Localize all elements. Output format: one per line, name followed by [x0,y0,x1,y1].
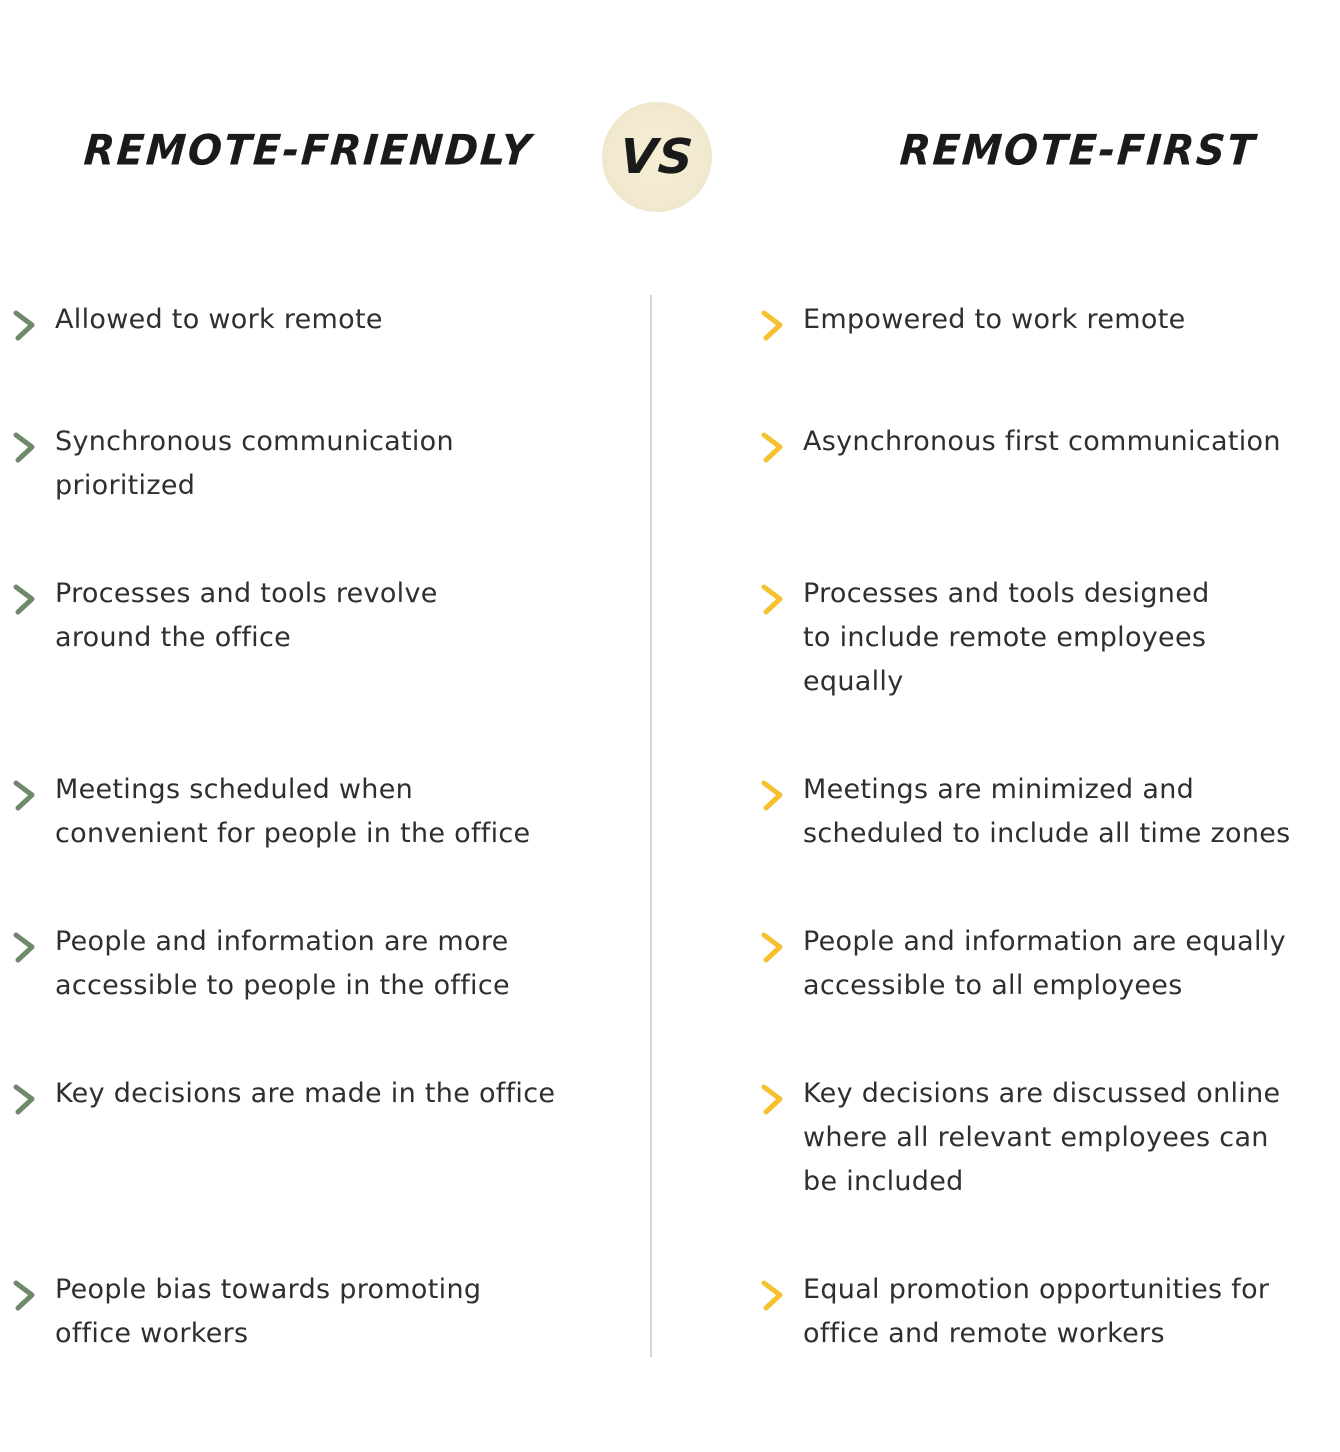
list-item-text: Meetings are minimized and scheduled to i… [803,768,1291,856]
vs-label: VS [618,129,696,185]
list-item-text: Key decisions are discussed online where … [803,1072,1280,1204]
heading-remote-friendly: REMOTE-FRIENDLY [82,126,535,176]
vs-badge: VS [602,102,712,212]
list-item-line: office and remote workers [803,1318,1165,1349]
chevron-right-icon [760,430,786,464]
list-item-line: Key decisions are discussed online [803,1078,1281,1109]
list-item-line: convenient for people in the office [55,818,531,849]
list-item-text: Asynchronous first communication [803,420,1281,464]
list-item-line: equally [803,666,904,697]
list-item-text: People and information are equally access… [803,920,1286,1008]
list-item-line: Synchronous communication [55,426,454,457]
list-item-line: accessible to people in the office [55,970,510,1001]
heading-remote-first: REMOTE-FIRST [898,126,1258,176]
list-item-line: Processes and tools designed [803,578,1210,609]
chevron-right-icon [12,778,38,812]
list-item-line: Equal promotion opportunities for [803,1274,1270,1305]
column-divider [650,295,652,1357]
chevron-right-icon [760,1082,786,1116]
chevron-right-icon [12,1082,38,1116]
list-item-text: Allowed to work remote [55,298,383,342]
chevron-right-icon [760,582,786,616]
list-item-line: office workers [55,1318,249,1349]
list-item-line: where all relevant employees can [803,1122,1269,1153]
list-item-line: be included [803,1166,964,1197]
list-item-text: Equal promotion opportunities for office … [803,1268,1269,1356]
chevron-right-icon [12,582,38,616]
list-item-text: Processes and tools designed to include r… [803,572,1210,704]
list-item-text: Synchronous communication prioritized [55,420,454,508]
chevron-right-icon [12,308,38,342]
list-item-line: People and information are equally [803,926,1286,957]
list-item-line: around the office [55,622,291,653]
list-item-text: People bias towards promoting office work… [55,1268,481,1356]
chevron-right-icon [760,1278,786,1312]
list-item-text: Empowered to work remote [803,298,1186,342]
list-item-text: Meetings scheduled when convenient for pe… [55,768,530,856]
list-item-line: accessible to all employees [803,970,1183,1001]
list-item-line: Key decisions are made in the office [55,1078,556,1109]
chevron-right-icon [12,430,38,464]
list-item-line: Empowered to work remote [803,304,1186,335]
chevron-right-icon [12,1278,38,1312]
list-item-line: People bias towards promoting [55,1274,482,1305]
chevron-right-icon [760,778,786,812]
chevron-right-icon [760,308,786,342]
list-item-line: to include remote employees [803,622,1207,653]
list-item-line: Meetings scheduled when [55,774,414,805]
list-item-line: Processes and tools revolve [55,578,438,609]
list-item-line: prioritized [55,470,196,501]
chevron-right-icon [12,930,38,964]
list-item-text: Processes and tools revolve around the of… [55,572,438,660]
list-item-line: scheduled to include all time zones [803,818,1291,849]
chevron-right-icon [760,930,786,964]
list-item-line: Asynchronous first communication [803,426,1281,457]
list-item-text: People and information are more accessibl… [55,920,510,1008]
list-item-line: Meetings are minimized and [803,774,1195,805]
list-item-line: Allowed to work remote [55,304,383,335]
list-item-text: Key decisions are made in the office [55,1072,555,1116]
list-item-line: People and information are more [55,926,509,957]
